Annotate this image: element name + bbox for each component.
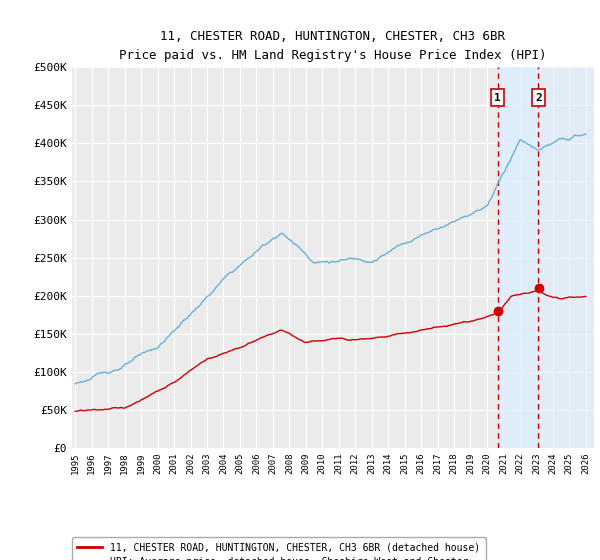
Bar: [497, 67, 538, 448]
Legend: 11, CHESTER ROAD, HUNTINGTON, CHESTER, CH3 6BR (detached house), HPI: Average pr: 11, CHESTER ROAD, HUNTINGTON, CHESTER, C…: [71, 536, 485, 560]
Text: 2: 2: [535, 92, 542, 102]
Title: 11, CHESTER ROAD, HUNTINGTON, CHESTER, CH3 6BR
Price paid vs. HM Land Registry's: 11, CHESTER ROAD, HUNTINGTON, CHESTER, C…: [119, 30, 547, 62]
Text: 1: 1: [494, 92, 501, 102]
Bar: [538, 67, 594, 448]
